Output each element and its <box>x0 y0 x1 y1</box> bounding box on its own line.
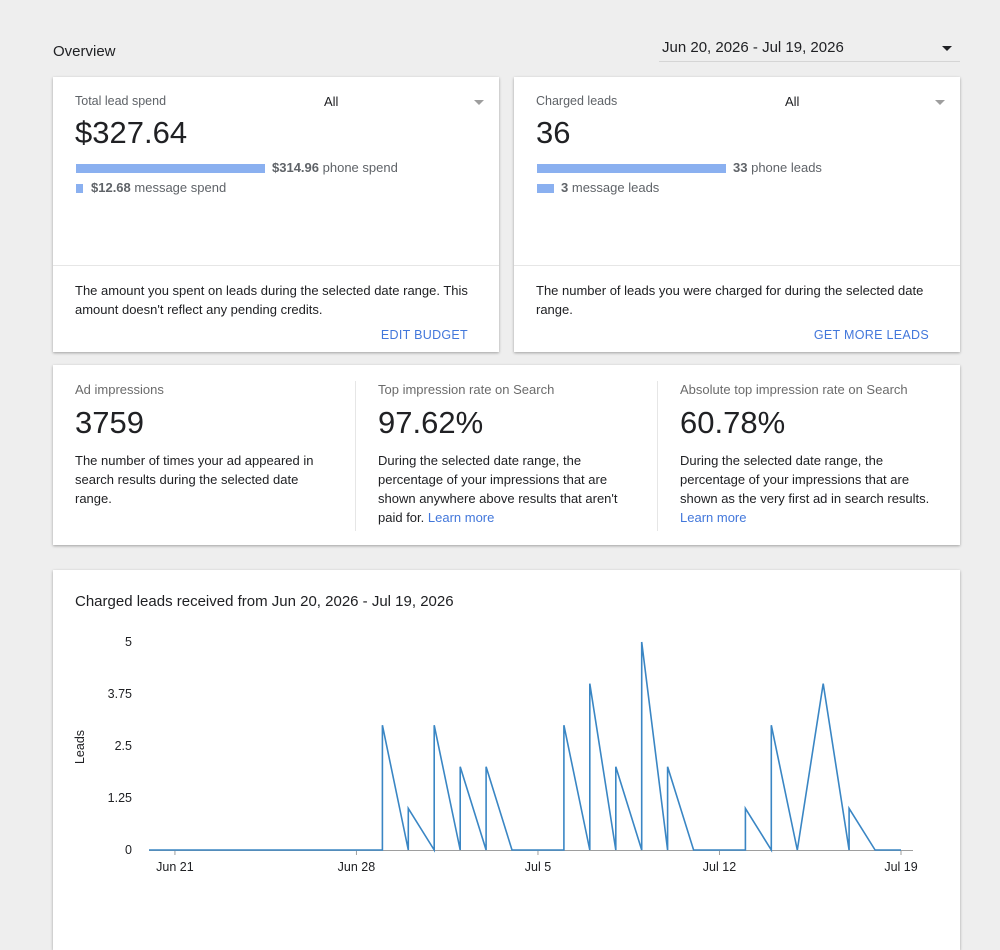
impressions-card: Ad impressions 3759 The number of times … <box>53 365 960 545</box>
metric-label: Ad impressions <box>75 382 164 397</box>
phone-spend-label: phone spend <box>322 160 398 175</box>
x-tick-label: Jun 21 <box>156 860 194 874</box>
charged-leads-label: Charged leads <box>536 94 618 108</box>
message-leads-bar <box>537 184 554 193</box>
lead-spend-label: Total lead spend <box>75 94 167 108</box>
ad-impressions-metric: Ad impressions 3759 The number of times … <box>53 365 353 545</box>
metric-value: 97.62% <box>378 405 484 440</box>
metric-divider <box>355 381 356 531</box>
learn-more-link[interactable]: Learn more <box>427 510 495 525</box>
phone-leads-bar <box>537 164 726 173</box>
lead-spend-card: Total lead spend All $327.64 $314.96 pho… <box>53 77 499 352</box>
x-axis: Jun 21 Jun 28 Jul 5 Jul 12 Jul 19 <box>149 850 918 874</box>
card-divider <box>514 265 960 266</box>
overview-title: Overview <box>53 43 116 60</box>
dropdown-arrow-icon <box>942 46 952 51</box>
message-leads-amount: 3 <box>561 180 569 195</box>
x-tick-label: Jun 28 <box>338 860 376 874</box>
metric-description-text: During the selected date range, the perc… <box>378 453 618 525</box>
y-tick-label: 2.5 <box>115 739 132 753</box>
message-spend-bar <box>76 184 83 193</box>
metric-label: Absolute top impression rate on Search <box>680 382 908 397</box>
phone-leads-text: 33 phone leads <box>733 160 822 175</box>
metric-description: The number of times your ad appeared in … <box>75 451 331 508</box>
y-tick-label: 1.25 <box>108 791 132 805</box>
y-tick-label: 3.75 <box>108 687 132 701</box>
dropdown-arrow-icon <box>474 100 484 105</box>
dropdown-arrow-icon <box>935 100 945 105</box>
metric-divider <box>657 381 658 531</box>
message-leads-text: 3 message leads <box>561 180 659 195</box>
leads-chart-card: Charged leads received from Jun 20, 2026… <box>53 570 960 950</box>
message-spend-text: $12.68 message spend <box>91 180 226 195</box>
y-tick-label: 0 <box>125 843 132 857</box>
date-range-value: Jun 20, 2026 - Jul 19, 2026 <box>662 39 844 56</box>
charged-leads-filter[interactable]: All <box>785 94 945 112</box>
charged-leads-filter-value: All <box>785 94 800 109</box>
phone-spend-text: $314.96 phone spend <box>272 160 398 175</box>
metric-description-text: The number of times your ad appeared in … <box>75 453 314 506</box>
charged-leads-value: 36 <box>536 115 571 150</box>
x-tick-label: Jul 19 <box>884 860 917 874</box>
y-tick-label: 5 <box>125 635 132 649</box>
message-spend-label: message spend <box>134 180 227 195</box>
metric-description: During the selected date range, the perc… <box>378 451 634 527</box>
date-range-select[interactable]: Jun 20, 2026 - Jul 19, 2026 <box>659 36 960 62</box>
metric-description: During the selected date range, the perc… <box>680 451 936 527</box>
absolute-top-impression-rate-metric: Absolute top impression rate on Search 6… <box>658 365 958 545</box>
metric-label: Top impression rate on Search <box>378 382 555 397</box>
metric-description-text: During the selected date range, the perc… <box>680 453 930 506</box>
charged-leads-description: The number of leads you were charged for… <box>536 283 924 317</box>
get-more-leads-button[interactable]: GET MORE LEADS <box>813 328 929 342</box>
series-group <box>149 641 901 853</box>
lead-spend-value: $327.64 <box>75 115 188 150</box>
lead-spend-filter[interactable]: All <box>324 94 484 112</box>
message-leads-label: message leads <box>571 180 660 195</box>
edit-budget-button[interactable]: EDIT BUDGET <box>380 328 468 342</box>
x-tick-label: Jul 12 <box>703 860 736 874</box>
x-tick-label: Jul 5 <box>525 860 551 874</box>
leads-series-line <box>149 641 901 853</box>
message-spend-amount: $12.68 <box>91 180 131 195</box>
learn-more-link[interactable]: Learn more <box>680 510 747 525</box>
charged-leads-card: Charged leads All 36 33 phone leads 3 me… <box>514 77 960 352</box>
metric-value: 3759 <box>75 405 144 440</box>
phone-leads-amount: 33 <box>733 160 748 175</box>
leads-line-chart: 0 1.25 2.5 3.75 5 Jun 21 Jun 28 Jul 5 Jul 12 Jul… <box>73 635 918 874</box>
chart-title: Charged leads received from Jun 20, 2026… <box>75 593 454 610</box>
lead-spend-description: The amount you spent on leads during the… <box>75 283 468 317</box>
y-axis: 0 1.25 2.5 3.75 5 <box>108 635 132 857</box>
lead-spend-filter-value: All <box>324 94 339 109</box>
phone-spend-bar <box>76 164 265 173</box>
y-axis-title: Leads <box>73 730 87 764</box>
phone-leads-label: phone leads <box>751 160 822 175</box>
metric-value: 60.78% <box>680 405 786 440</box>
phone-spend-amount: $314.96 <box>272 160 319 175</box>
card-divider <box>53 265 499 266</box>
top-impression-rate-metric: Top impression rate on Search 97.62% Dur… <box>356 365 656 545</box>
